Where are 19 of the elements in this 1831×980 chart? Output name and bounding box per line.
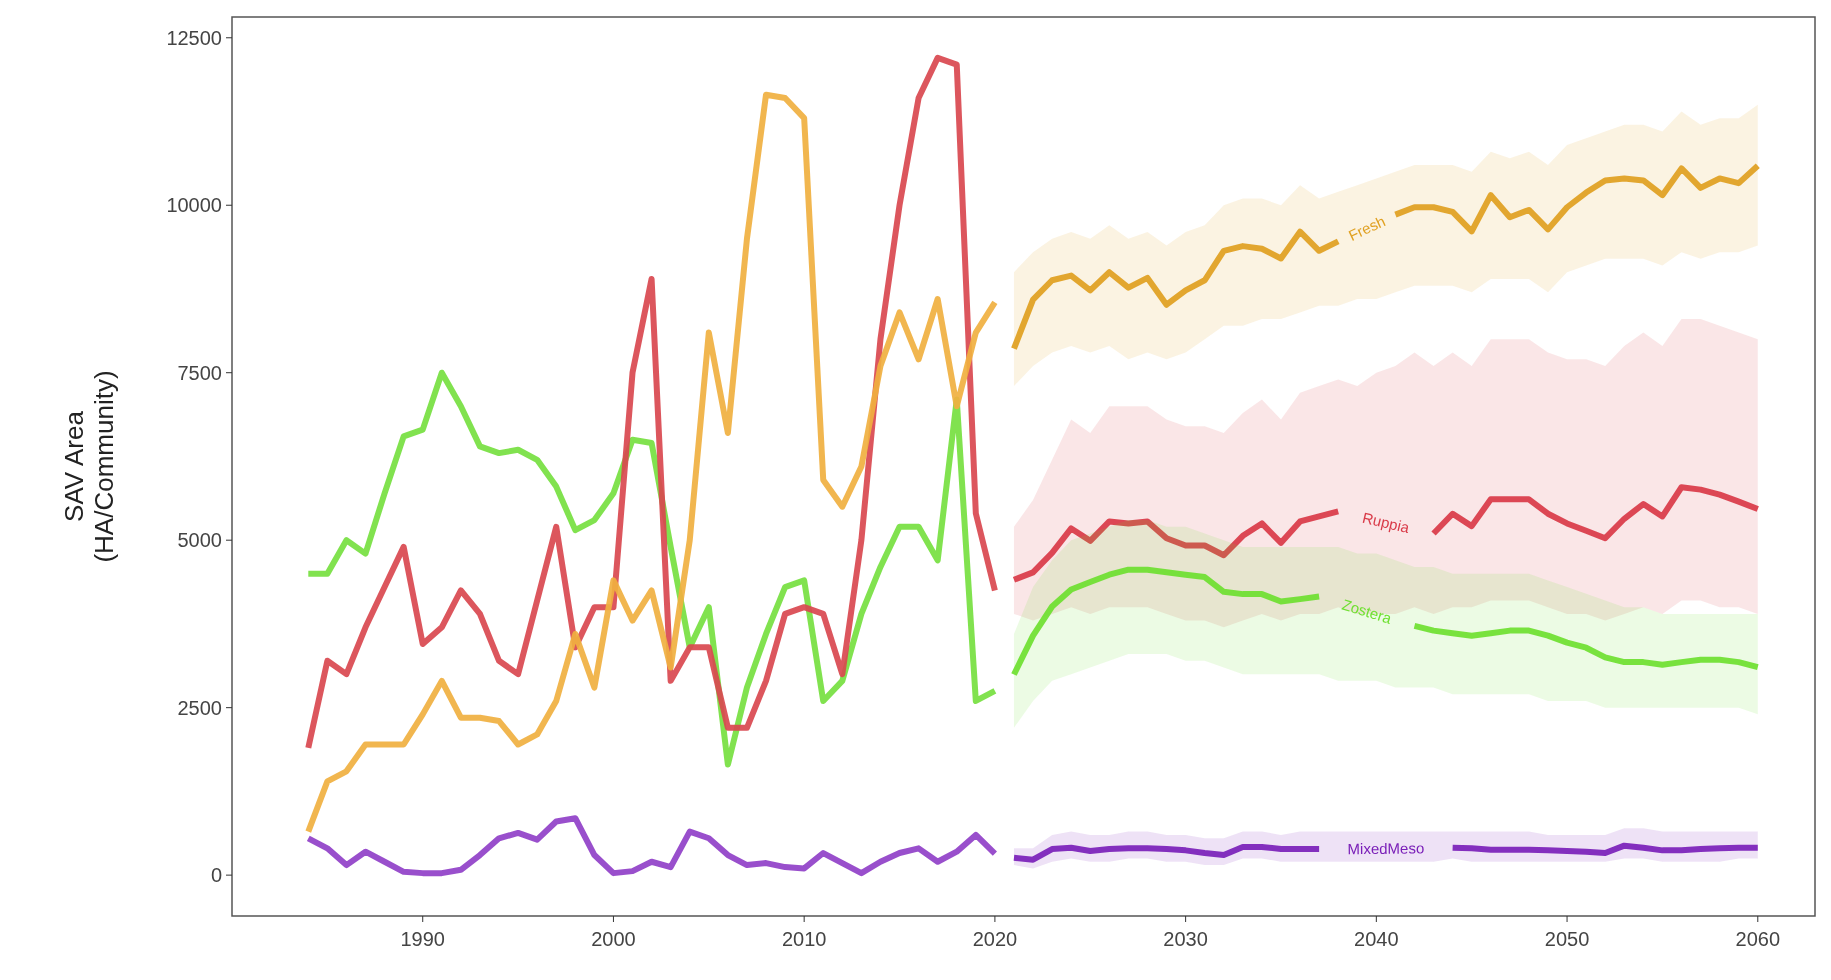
text: Ruppia <box>1360 508 1412 537</box>
x-tick-label: 2060 <box>1735 928 1781 950</box>
y-axis-title: SAV Area (HA/Community) <box>59 370 119 563</box>
x-tick-label: 2000 <box>591 928 636 950</box>
text: Fresh <box>1345 212 1388 244</box>
y-tick-label: 12500 <box>166 26 222 49</box>
y-tick-label: 2500 <box>177 696 222 719</box>
text: Zostera <box>1340 595 1395 628</box>
x-tick-label: 2020 <box>972 928 1018 950</box>
y-tick-label: 5000 <box>177 529 222 552</box>
y-tick-label: 0 <box>210 864 222 887</box>
y-tick-label: 10000 <box>166 194 222 217</box>
series-label: MixedMeso <box>1347 839 1425 858</box>
x-tick-label: 1990 <box>400 928 445 950</box>
x-tick-label: 2030 <box>1163 928 1208 950</box>
x-tick-label: 2010 <box>781 928 827 950</box>
y-tick-label: 7500 <box>177 361 222 384</box>
x-tick-label: 2040 <box>1354 928 1399 950</box>
x-tick-label: 2050 <box>1544 928 1590 950</box>
